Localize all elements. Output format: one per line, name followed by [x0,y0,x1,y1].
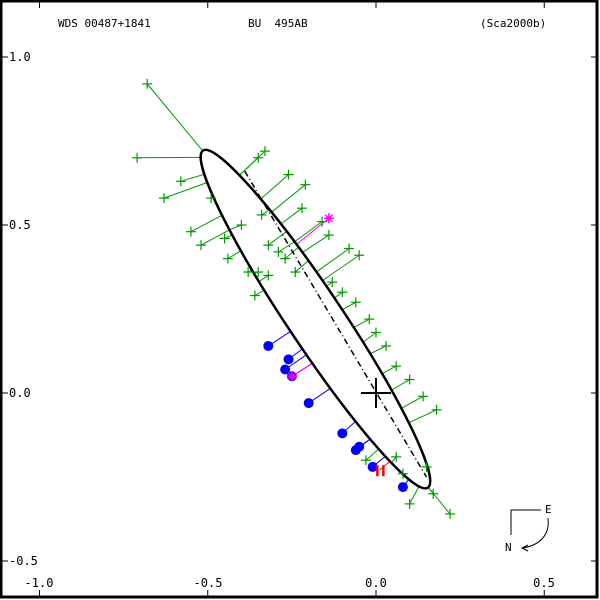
y-tick-label: 0.0 [9,386,31,400]
y-tick-label: -0.5 [9,554,38,568]
discoverer-designation: BU 495AB [248,17,308,30]
wds-identifier: WDS 00487+1841 [58,17,151,30]
orbit-ellipse [199,148,432,490]
compass-east-label: E [545,503,552,516]
residual-lines [137,83,451,515]
data-markers [132,78,456,519]
x-tick-label: 0.5 [533,576,555,590]
orbit-reference: (Sca2000b) [480,17,547,30]
y-tick-label: 1.0 [9,50,31,64]
compass-north-label: N [505,541,512,554]
x-tick-label: 0.0 [365,576,387,590]
y-tick-label: 0.5 [9,218,31,232]
x-tick-label: -1.0 [24,576,54,590]
x-tick-label: -0.5 [193,576,223,590]
compass-icon [510,509,549,552]
line-of-nodes [244,170,428,478]
primary-star-cross-icon [361,378,391,408]
